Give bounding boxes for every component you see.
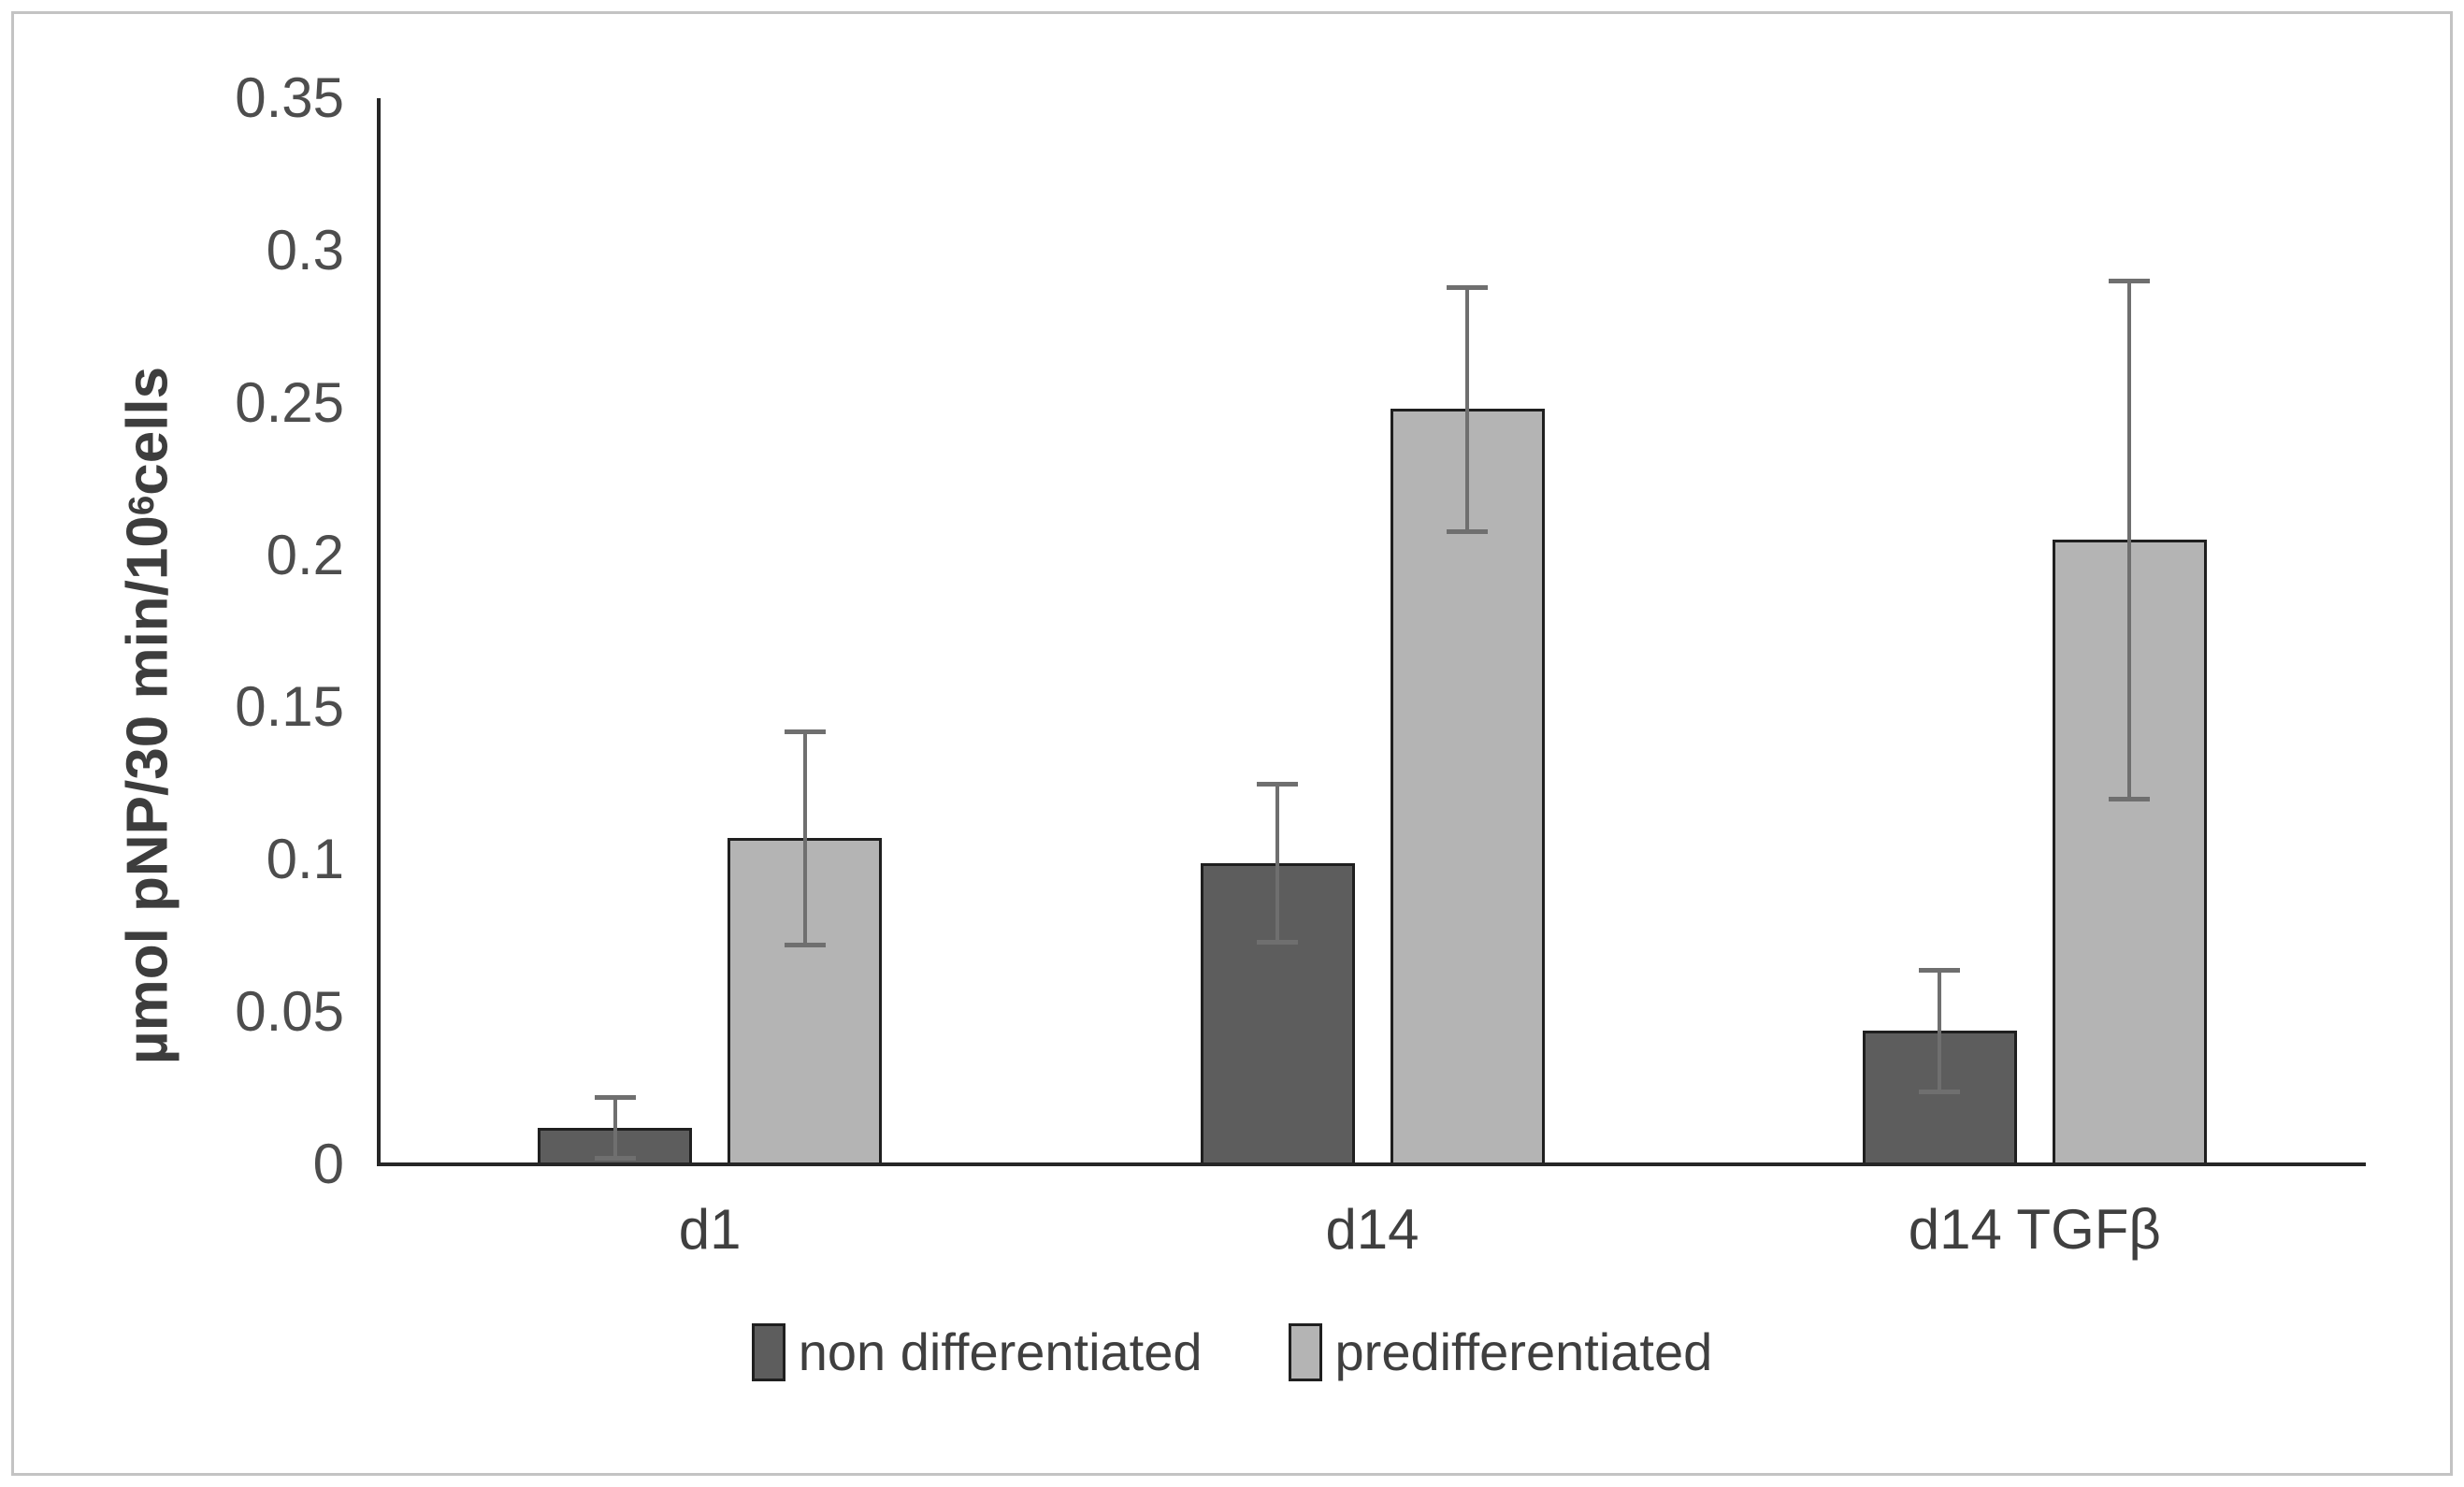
y-tick-label-0.35: 0.35 <box>235 66 344 129</box>
legend-label: non differentiated <box>798 1322 1203 1381</box>
y-tick-label-0.25: 0.25 <box>235 370 344 434</box>
error-bar-cap-top-predifferentiated-d14 <box>1447 284 1488 290</box>
y-tick-label-0: 0 <box>312 1133 344 1195</box>
figure-frame <box>11 11 2453 1476</box>
legend-item-predifferentiated: predifferentiated <box>1288 1322 1713 1381</box>
legend-swatch-icon <box>751 1323 785 1381</box>
legend: non differentiated predifferentiated <box>0 1323 2464 1381</box>
error-bar-cap-top-non-differentiated-d1 <box>594 1095 636 1101</box>
error-bar-cap-bottom-non-differentiated-d1 <box>594 1156 636 1162</box>
x-category-label-d1: d1 <box>678 1198 742 1261</box>
error-bar-line-predifferentiated-d14 <box>1465 286 1469 531</box>
x-category-label-d14: d14 <box>1325 1198 1419 1261</box>
error-bar-cap-bottom-non-differentiated-d14-TGFβ <box>1919 1089 1961 1094</box>
error-bar-line-predifferentiated-d14-TGFβ <box>2127 281 2132 800</box>
error-bar-line-non-differentiated-d14-TGFβ <box>1938 969 1942 1091</box>
y-tick-label-0.2: 0.2 <box>266 523 344 586</box>
y-tick-label-0.15: 0.15 <box>235 675 344 739</box>
error-bar-cap-top-predifferentiated-d1 <box>784 729 826 735</box>
y-tick-label-0.05: 0.05 <box>235 980 344 1044</box>
error-bar-cap-bottom-predifferentiated-d14 <box>1447 528 1488 534</box>
error-bar-cap-bottom-non-differentiated-d14 <box>1257 940 1298 946</box>
legend-item-non-differentiated: non differentiated <box>751 1322 1203 1381</box>
y-axis-line <box>377 98 381 1166</box>
bar-predifferentiated-d14 <box>1390 409 1545 1166</box>
legend-swatch-icon <box>1288 1323 1322 1381</box>
y-tick-label-0.3: 0.3 <box>266 218 344 282</box>
error-bar-line-non-differentiated-d1 <box>612 1097 617 1159</box>
x-category-label-d14-TGFβ: d14 TGFβ <box>1908 1198 2161 1261</box>
error-bar-cap-top-non-differentiated-d14-TGFβ <box>1919 967 1961 973</box>
bar-non-differentiated-d14 <box>1200 862 1355 1166</box>
error-bar-cap-bottom-predifferentiated-d1 <box>784 943 826 948</box>
error-bar-cap-top-non-differentiated-d14 <box>1257 781 1298 787</box>
legend-label: predifferentiated <box>1334 1322 1713 1381</box>
error-bar-line-predifferentiated-d1 <box>802 731 807 946</box>
x-axis-line <box>377 1162 2366 1166</box>
error-bar-cap-bottom-predifferentiated-d14-TGFβ <box>2109 797 2151 802</box>
error-bar-cap-top-predifferentiated-d14-TGFβ <box>2109 279 2151 284</box>
error-bar-line-non-differentiated-d14 <box>1275 783 1279 943</box>
y-tick-label-0.1: 0.1 <box>266 828 344 891</box>
